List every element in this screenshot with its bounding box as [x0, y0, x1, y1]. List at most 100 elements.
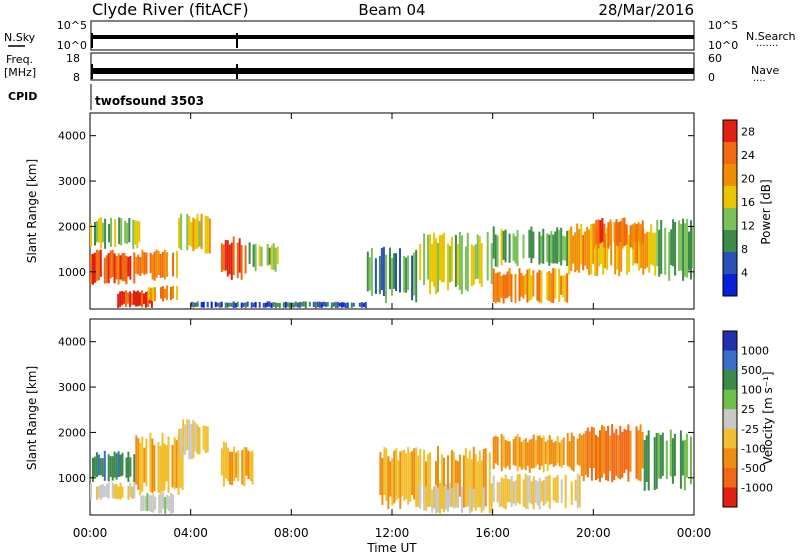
scatter-cell [450, 487, 453, 507]
nsky-gap-marker [236, 33, 238, 48]
scatter-cell [220, 301, 223, 308]
scatter-cell [304, 301, 307, 309]
scatter-cell [435, 484, 437, 514]
scatter-cell [113, 484, 116, 499]
y-tick-label: 4000 [58, 336, 86, 349]
scatter-cell [176, 285, 179, 300]
scatter-cell [243, 447, 246, 487]
scatter-cell [572, 436, 575, 472]
scatter-cell [550, 273, 553, 303]
colorbar-tick-label: 16 [741, 196, 755, 209]
scatter-cell [121, 486, 124, 498]
scatter-cell [613, 222, 616, 242]
scatter-cell [673, 433, 676, 477]
colorbar-segment [723, 467, 737, 488]
scatter-cell [129, 291, 132, 308]
scatter-cell [433, 486, 436, 509]
scatter-cell [110, 217, 113, 247]
scatter-cell [186, 419, 189, 451]
scatter-cell [619, 221, 622, 243]
scatter-cell [502, 274, 505, 304]
scatter-cell [510, 476, 513, 507]
scatter-cell [178, 217, 181, 249]
scatter-cell [264, 302, 267, 308]
power-panel: 1000 2000 3000 4000 [58, 112, 695, 310]
scatter-cell [629, 225, 632, 248]
scatter-cell [470, 485, 473, 512]
scatter-cell [123, 291, 126, 304]
scatter-cell [249, 451, 252, 481]
scatter-cell [99, 484, 102, 500]
scatter-cell [688, 231, 690, 271]
scatter-cell [643, 440, 646, 491]
scatter-cell [161, 432, 164, 492]
scatter-cell [360, 302, 363, 308]
colorbar-tick-label: 1000 [741, 345, 769, 358]
scatter-cell [578, 433, 581, 466]
scatter-cell [526, 269, 529, 303]
scatter-cell [90, 254, 92, 285]
scatter-cell [552, 442, 555, 467]
scatter-cell [242, 302, 245, 307]
scatter-cell [165, 445, 168, 482]
scatter-cell [101, 458, 104, 477]
scatter-cell [145, 291, 147, 308]
scatter-cell [653, 437, 656, 490]
scatter-cell [274, 302, 277, 308]
scatter-cell [151, 438, 154, 494]
scatter-cell [613, 432, 616, 480]
scatter-cell [484, 448, 487, 507]
scatter-cell [254, 301, 257, 308]
scatter-cell [113, 253, 116, 284]
scatter-cell [594, 229, 597, 276]
scatter-cell [417, 455, 420, 503]
scatter-cell [166, 494, 169, 510]
nsky-strip [90, 20, 695, 51]
scatter-cell [502, 435, 505, 467]
scatter-cell [322, 301, 325, 307]
scatter-cell [642, 227, 645, 275]
scatter-cell [146, 493, 149, 512]
scatter-cell [639, 224, 642, 247]
scatter-cell [133, 290, 135, 305]
scatter-cell [670, 229, 673, 266]
scatter-cell [635, 224, 638, 243]
nsky-tick-top-right: 10^5 [708, 19, 738, 32]
scatter-cell [510, 274, 513, 302]
scatter-cell [492, 475, 495, 503]
scatter-cell [346, 302, 349, 308]
scatter-cell [625, 224, 628, 245]
scatter-cell [198, 220, 201, 247]
scatter-cell [230, 302, 233, 307]
x-tick-label: 04:00 [173, 526, 208, 540]
scatter-cell [546, 272, 549, 301]
scatter-cell [655, 432, 658, 489]
colorbar-tick-label: 8 [741, 243, 748, 256]
scatter-cell [133, 482, 136, 499]
scatter-cell [107, 482, 110, 499]
scatter-cell [97, 250, 100, 281]
scatter-cell [546, 439, 549, 472]
scatter-cell [439, 235, 441, 281]
scatter-cell [470, 459, 473, 504]
scatter-cell [629, 430, 632, 472]
scatter-cell [618, 225, 621, 277]
scatter-cell [268, 301, 271, 308]
scatter-cell [224, 302, 227, 308]
scatter-cell [405, 257, 408, 293]
scatter-cell [441, 454, 443, 501]
scatter-cell [222, 441, 225, 487]
scatter-cell [125, 290, 128, 308]
scatter-cell [462, 455, 465, 508]
scatter-cell [512, 439, 515, 466]
scatter-cell [141, 436, 144, 492]
scatter-cell [634, 229, 637, 264]
scatter-cell [542, 480, 545, 506]
nsky-start-marker [91, 33, 93, 48]
scatter-cell [129, 457, 132, 477]
scatter-cell [407, 255, 410, 290]
scatter-cell [546, 233, 549, 263]
scatter-cell [382, 246, 385, 296]
scatter-cell [466, 483, 469, 507]
scatter-cell [93, 456, 96, 477]
